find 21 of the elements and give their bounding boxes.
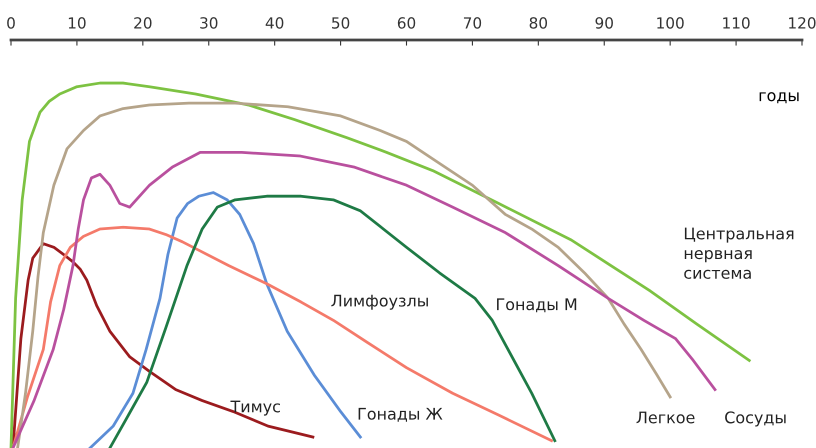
x-tick-label: 90 bbox=[595, 17, 613, 29]
x-tick-label: 0 bbox=[7, 17, 15, 29]
series-label: Сосуды bbox=[725, 411, 786, 427]
series-label: Центральная нервная система bbox=[684, 228, 794, 279]
series-label: Легкое bbox=[636, 412, 695, 424]
series-label: Лимфоузлы bbox=[331, 294, 428, 310]
x-tick-label: 10 bbox=[68, 17, 86, 29]
x-tick-label: 80 bbox=[530, 17, 548, 29]
x-axis-title: годы bbox=[760, 92, 799, 104]
x-tick-label: 120 bbox=[789, 17, 816, 29]
series-label: Гонады М bbox=[497, 298, 576, 312]
x-tick-label: 40 bbox=[266, 17, 284, 29]
series-label: Тимус bbox=[230, 400, 280, 416]
x-tick-label: 30 bbox=[200, 17, 218, 29]
x-tick-label: 20 bbox=[134, 17, 152, 29]
x-tick-label: 110 bbox=[723, 17, 750, 29]
x-tick-label: 100 bbox=[657, 17, 684, 29]
x-tick-label: 70 bbox=[464, 17, 482, 29]
series-label: Гонады Ж bbox=[358, 408, 442, 422]
x-tick-label: 60 bbox=[398, 17, 416, 29]
x-tick-label: 50 bbox=[332, 17, 350, 29]
